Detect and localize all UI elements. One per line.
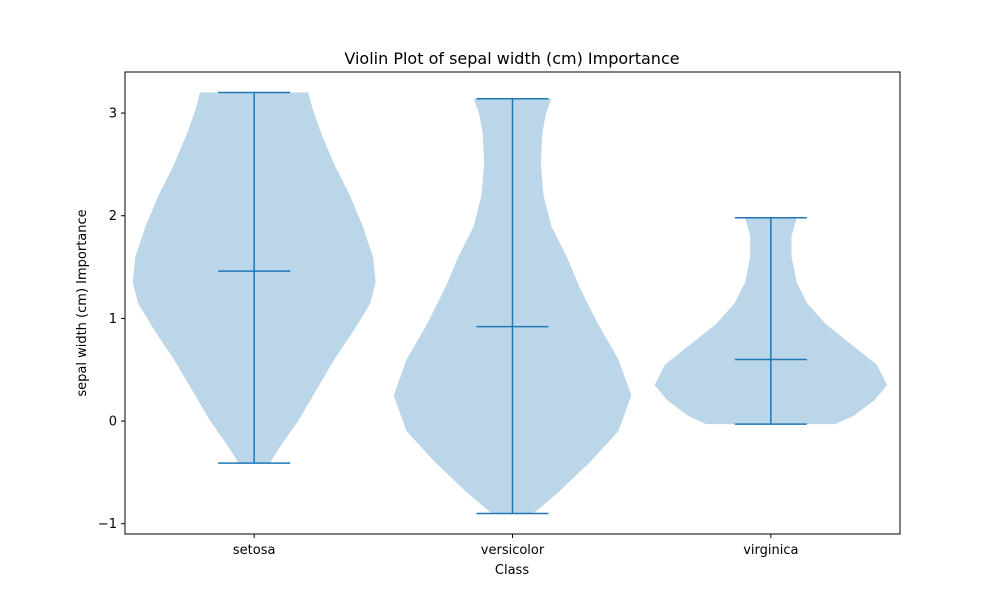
x-tick-label-setosa: setosa: [233, 543, 276, 558]
y-tick-label: 1: [109, 312, 117, 327]
chart-title: Violin Plot of sepal width (cm) Importan…: [344, 49, 679, 68]
y-tick-label: −1: [98, 517, 117, 532]
violins-group: [132, 91, 888, 515]
y-tick-label: 3: [109, 107, 117, 122]
x-tick-label-versicolor: versicolor: [481, 543, 545, 558]
y-tick-label: 0: [109, 415, 117, 430]
y-axis-label: sepal width (cm) Importance: [75, 209, 90, 396]
x-axis-label: Class: [495, 563, 529, 578]
y-axis-ticks: −1 0 1 2 3: [98, 107, 125, 532]
y-tick-label: 2: [109, 209, 117, 224]
x-tick-label-virginica: virginica: [743, 543, 798, 558]
x-axis-ticks: setosa versicolor virginica: [233, 534, 798, 558]
